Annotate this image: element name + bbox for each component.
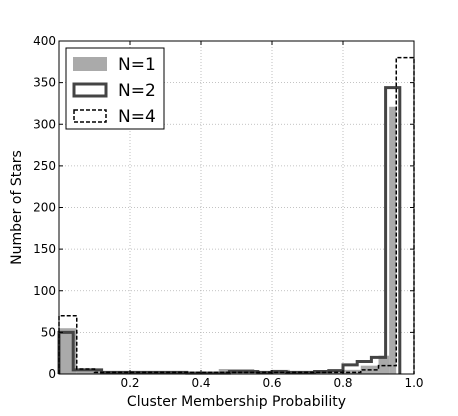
legend-label-n-2: N=2 xyxy=(118,81,156,101)
grid-lines xyxy=(59,41,414,374)
bar-n-1 xyxy=(218,369,237,374)
bar-n-1 xyxy=(343,369,361,374)
y-tick-label: 350 xyxy=(33,76,56,90)
x-tick-label: 0.2 xyxy=(120,376,139,390)
legend-label-n-1: N=1 xyxy=(118,55,156,75)
legend: N=1 N=2 N=4 xyxy=(65,47,165,130)
x-tick-label: 0.8 xyxy=(333,376,352,390)
y-tick-label: 0 xyxy=(48,367,56,381)
legend-swatch-n-2 xyxy=(72,82,108,98)
y-tick-label: 250 xyxy=(33,159,56,173)
x-tick-label: 0.4 xyxy=(191,376,210,390)
step-line-n-4 xyxy=(58,56,415,374)
x-axis-title: Cluster Membership Probability xyxy=(127,394,346,410)
x-tick-label: 0.6 xyxy=(262,376,281,390)
bar-n-1 xyxy=(378,355,390,374)
x-tick-label: 1.0 xyxy=(404,376,423,390)
y-tick-label: 300 xyxy=(33,117,56,131)
y-tick-label: 400 xyxy=(33,34,56,48)
axis-ticks: 0.2 0.4 0.6 0.8 1.0 0 50 100 150 200 250 300 350 400 xyxy=(33,34,423,390)
legend-swatch-n-1 xyxy=(73,57,107,71)
y-axis-title: Number of Stars xyxy=(9,150,25,265)
step-line-n-2 xyxy=(57,86,402,375)
y-tick-label: 200 xyxy=(33,201,56,215)
legend-label-n-4: N=4 xyxy=(118,107,156,127)
histogram-series xyxy=(57,56,415,375)
bar-n-1 xyxy=(389,106,397,374)
y-tick-label: 50 xyxy=(41,325,56,339)
y-tick-label: 100 xyxy=(33,284,56,298)
bar-n-1 xyxy=(76,371,95,374)
legend-swatch-n-4 xyxy=(73,109,107,123)
y-tick-label: 150 xyxy=(33,242,56,256)
